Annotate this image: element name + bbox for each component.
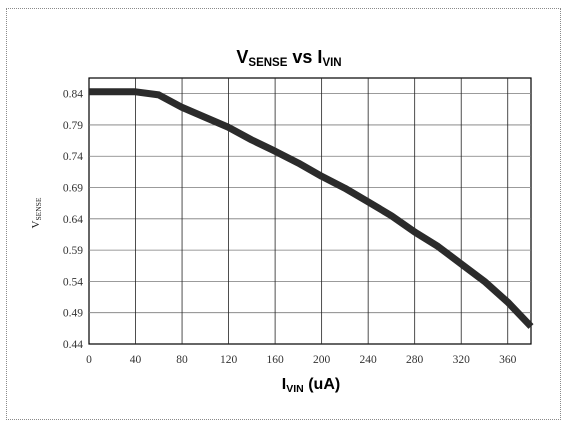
x-tick-labels: 0 40 80 120 160 200 240 280 320 360 (86, 354, 516, 366)
x-tick-label: 120 (220, 354, 238, 366)
y-tick-label: 0.64 (63, 214, 83, 226)
x-tick-label: 240 (360, 354, 378, 366)
x-tick-label: 0 (86, 354, 92, 366)
y-tick-label: 0.74 (63, 151, 83, 163)
chart-title: VSENSE vs IVIN (236, 47, 341, 69)
series-line (89, 88, 534, 329)
x-tick-label: 40 (130, 354, 142, 366)
y-tick-labels: 0.44 0.49 0.54 0.59 0.64 0.69 0.74 0.79 0.84 (63, 89, 83, 351)
y-tick-label: 0.69 (63, 183, 83, 195)
y-tick-label: 0.44 (63, 339, 83, 351)
x-tick-label: 160 (266, 354, 284, 366)
x-axis-label: IVIN (uA) (282, 376, 340, 395)
y-tick-label: 0.54 (63, 276, 83, 288)
y-tick-label: 0.49 (63, 308, 83, 320)
chart-frame: VSENSE vs IVIN 0.44 0.49 0.54 0.59 0.64 0.69 0… (6, 8, 561, 420)
y-tick-label: 0.84 (63, 89, 83, 101)
y-axis-label: VSENSE (30, 197, 43, 228)
series-layer (89, 88, 534, 329)
x-tick-label: 200 (313, 354, 331, 366)
x-tick-label: 80 (176, 354, 188, 366)
plot-area (88, 77, 532, 345)
x-tick-label: 280 (406, 354, 424, 366)
y-tick-label: 0.59 (63, 245, 83, 257)
grid-lines (89, 78, 531, 344)
x-tick-label: 320 (453, 354, 471, 366)
chart: VSENSE vs IVIN 0.440.490.540.590.640.690… (30, 47, 534, 395)
y-tick-label: 0.79 (63, 120, 83, 132)
x-tick-label: 360 (499, 354, 517, 366)
